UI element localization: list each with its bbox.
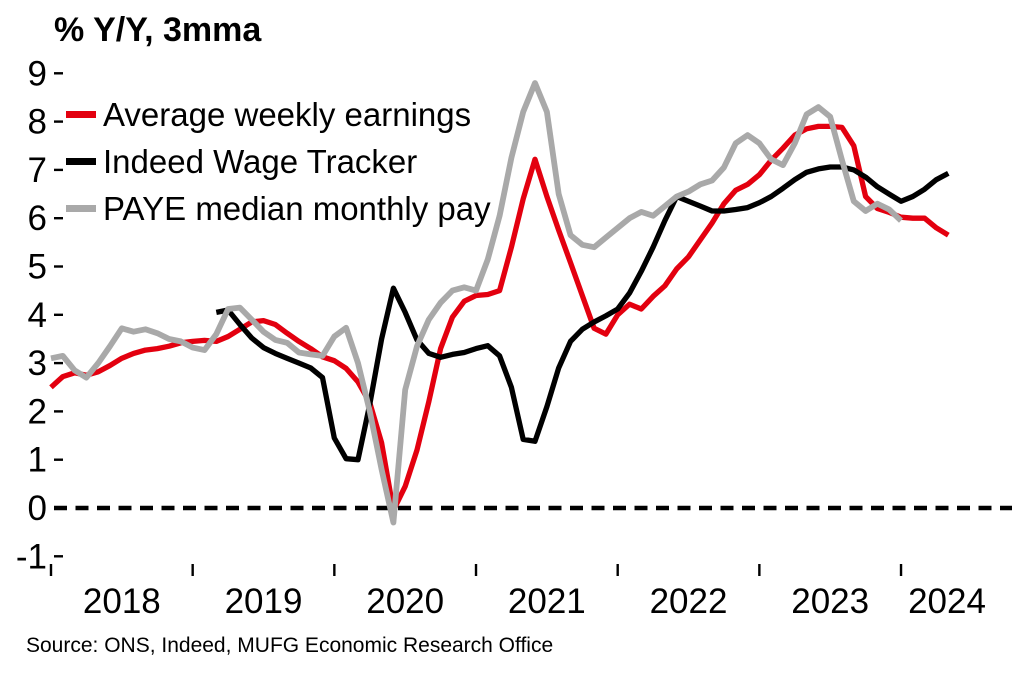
legend-item-paye-median-monthly-pay: PAYE median monthly pay: [66, 185, 491, 232]
legend-label: PAYE median monthly pay: [103, 190, 491, 227]
y-axis-label-3: 3: [28, 344, 47, 383]
y-axis-label-1: 1: [28, 441, 47, 480]
x-axis-label-2019: 2019: [225, 582, 303, 621]
legend-label: Indeed Wage Tracker: [103, 143, 418, 180]
y-axis-label-9: 9: [28, 54, 47, 93]
y-axis-label-8: 8: [28, 103, 47, 142]
source-note: Source: ONS, Indeed, MUFG Economic Resea…: [26, 634, 554, 657]
legend-label: Average weekly earnings: [103, 96, 472, 133]
chart-legend: Average weekly earnings Indeed Wage Trac…: [66, 91, 491, 232]
y-axis-label-0: 0: [28, 489, 47, 528]
legend-swatch-red: [66, 111, 96, 118]
legend-item-indeed-wage-tracker: Indeed Wage Tracker: [66, 138, 491, 185]
y-axis-label-2: 2: [28, 392, 47, 431]
x-axis-label-2021: 2021: [508, 582, 586, 621]
y-axis-label-6: 6: [28, 199, 47, 238]
x-axis-label-2018: 2018: [83, 582, 161, 621]
x-axis-label-2024: 2024: [908, 582, 986, 621]
legend-swatch-gray: [66, 205, 96, 212]
x-axis-label-2023: 2023: [791, 582, 869, 621]
y-axis-label-5: 5: [28, 248, 47, 287]
y-axis-label-4: 4: [28, 296, 47, 335]
series-line-paye-median-monthly-pay: [50, 80, 903, 526]
series-line-indeed-wage-tracker: [215, 164, 950, 463]
y-axis-label-7: 7: [28, 151, 47, 190]
y-axis-label--1: -1: [16, 537, 47, 576]
chart-title: % Y/Y, 3mma: [54, 11, 262, 49]
legend-swatch-black: [66, 158, 96, 165]
x-axis-label-2020: 2020: [366, 582, 444, 621]
legend-item-average-weekly-earnings: Average weekly earnings: [66, 91, 491, 138]
x-axis-label-2022: 2022: [650, 582, 728, 621]
